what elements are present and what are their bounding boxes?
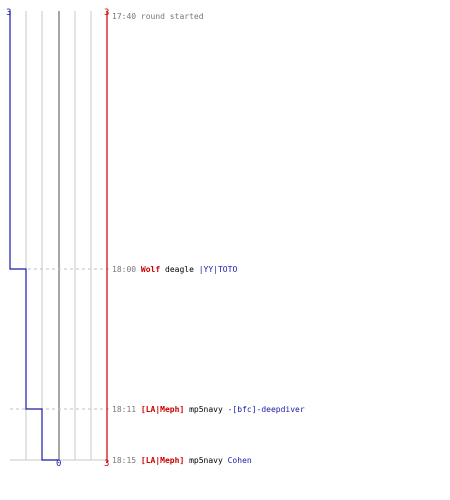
event-row: 18:15 [LA|Meph] mp5navy Cohen bbox=[112, 456, 252, 465]
event-killer: [LA|Meph] bbox=[136, 405, 184, 414]
event-time: 17:40 bbox=[112, 12, 136, 21]
event-log: 17:40 round started 18:00 Wolf deagle |YY… bbox=[112, 12, 305, 465]
event-text: round started bbox=[136, 12, 204, 21]
event-victim: -[bfc]-deepdiver bbox=[223, 405, 305, 414]
grid-lines bbox=[10, 11, 107, 461]
event-time: 18:15 bbox=[112, 456, 136, 465]
event-row: 18:00 Wolf deagle |YY|TOTO bbox=[112, 265, 237, 274]
event-killer: Wolf bbox=[136, 265, 160, 274]
event-weapon: mp5navy bbox=[184, 456, 223, 465]
event-weapon: mp5navy bbox=[184, 405, 223, 414]
event-time: 18:11 bbox=[112, 405, 136, 414]
event-row: 17:40 round started bbox=[112, 12, 204, 21]
red-end-count: 3 bbox=[104, 459, 109, 469]
blue-end-count: 0 bbox=[56, 459, 61, 469]
red-start-count: 3 bbox=[104, 8, 109, 18]
event-time: 18:00 bbox=[112, 265, 136, 274]
event-victim: Cohen bbox=[223, 456, 252, 465]
event-victim: |YY|TOTO bbox=[194, 265, 238, 274]
event-row: 18:11 [LA|Meph] mp5navy -[bfc]-deepdiver bbox=[112, 405, 305, 414]
blue-team-alive-line bbox=[9, 11, 59, 461]
event-killer: [LA|Meph] bbox=[136, 456, 184, 465]
event-weapon: deagle bbox=[160, 265, 194, 274]
blue-start-count: 3 bbox=[6, 8, 11, 18]
event-guide-lines bbox=[10, 268, 109, 410]
